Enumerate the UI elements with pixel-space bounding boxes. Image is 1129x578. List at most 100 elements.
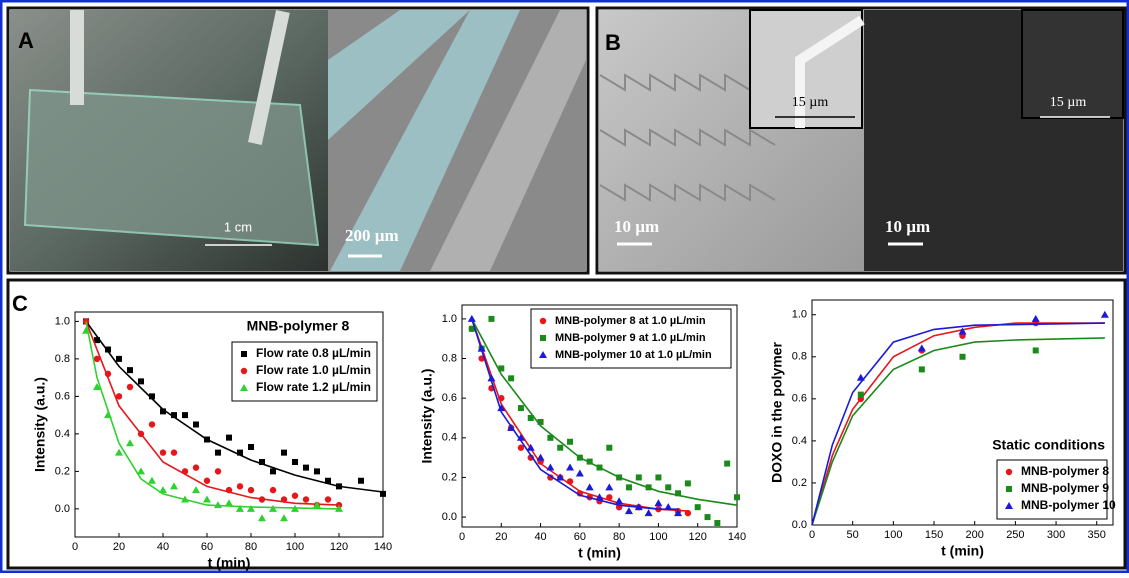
y-tick-label: 0.0 — [442, 511, 457, 523]
x-tick-label: 140 — [374, 541, 392, 553]
data-point — [538, 419, 544, 425]
legend-marker — [540, 335, 546, 341]
y-axis-label: Intensity (a.u.) — [32, 377, 48, 472]
panel-label: A — [18, 28, 34, 53]
data-point — [665, 484, 671, 490]
x-tick-label: 140 — [728, 531, 746, 543]
y-tick-label: 0.0 — [792, 519, 807, 531]
legend-label: MNB-polymer 10 at 1.0 µL/min — [555, 349, 712, 361]
data-point — [248, 487, 254, 493]
data-point — [215, 450, 221, 456]
data-point — [858, 392, 864, 398]
data-point — [138, 431, 144, 437]
x-tick-label: 0 — [459, 531, 465, 543]
legend-label: MNB-polymer 9 — [1021, 481, 1109, 495]
legend-label: MNB-polymer 9 at 1.0 µL/min — [555, 332, 706, 344]
x-tick-label: 80 — [245, 541, 257, 553]
tube — [70, 10, 84, 105]
data-point — [259, 459, 265, 465]
scale-bar-label: 15 µm — [792, 95, 829, 110]
data-point — [204, 478, 210, 484]
data-point — [358, 478, 364, 484]
data-point — [685, 480, 691, 486]
chart-title: MNB-polymer 8 — [247, 318, 350, 334]
x-tick-label: 150 — [925, 529, 943, 541]
data-point — [488, 316, 494, 322]
data-point — [636, 474, 642, 480]
x-tick-label: 350 — [1088, 529, 1106, 541]
data-point — [606, 445, 612, 451]
data-point — [237, 483, 243, 489]
legend-label: Flow rate 0.8 µL/min — [256, 346, 371, 360]
data-point — [127, 384, 133, 390]
y-tick-label: 1.0 — [442, 313, 457, 325]
x-axis-label: t (min) — [941, 543, 984, 559]
y-tick-label: 0.6 — [442, 392, 457, 404]
legend-marker — [540, 318, 546, 324]
data-point — [160, 408, 166, 414]
data-point — [577, 455, 583, 461]
data-point — [336, 483, 342, 489]
x-tick-label: 100 — [884, 529, 902, 541]
panel-label: B — [605, 30, 621, 55]
legend-label: MNB-polymer 10 — [1021, 498, 1116, 512]
x-tick-label: 300 — [1047, 529, 1065, 541]
data-point — [655, 474, 661, 480]
data-point — [597, 465, 603, 471]
data-point — [259, 496, 265, 502]
y-tick-label: 1.0 — [55, 315, 70, 327]
data-point — [226, 487, 232, 493]
chip — [25, 90, 318, 245]
data-point — [270, 487, 276, 493]
data-point — [193, 422, 199, 428]
x-tick-label: 20 — [495, 531, 507, 543]
x-tick-label: 100 — [286, 541, 304, 553]
y-axis-label: Intensity (a.u.) — [419, 369, 435, 464]
x-tick-label: 0 — [809, 529, 815, 541]
data-point — [498, 365, 504, 371]
data-point — [127, 367, 133, 373]
legend-label: Flow rate 1.2 µL/min — [256, 380, 371, 394]
y-tick-label: 0.4 — [55, 428, 70, 440]
data-point — [248, 444, 254, 450]
y-tick-label: 0.8 — [442, 352, 457, 364]
y-tick-label: 0.4 — [792, 435, 807, 447]
data-point — [528, 415, 534, 421]
data-point — [567, 439, 573, 445]
data-point — [714, 520, 720, 526]
data-point — [314, 468, 320, 474]
x-tick-label: 200 — [966, 529, 984, 541]
data-point — [675, 490, 681, 496]
data-point — [237, 450, 243, 456]
y-tick-label: 1.0 — [792, 309, 807, 321]
data-point — [116, 356, 122, 362]
scale-bar-label: 10 µm — [885, 217, 930, 236]
scale-bar-label: 200 µm — [345, 226, 399, 245]
data-point — [557, 445, 563, 451]
data-point — [734, 494, 740, 500]
data-point — [149, 393, 155, 399]
y-tick-label: 0.0 — [55, 503, 70, 515]
legend-marker — [241, 351, 247, 357]
data-point — [303, 496, 309, 502]
data-point — [508, 375, 514, 381]
x-tick-label: 100 — [649, 531, 667, 543]
legend-marker — [1006, 486, 1012, 492]
data-point — [215, 468, 221, 474]
panel-a: A 1 cm 200 µm — [8, 8, 588, 273]
scale-bar-label: 1 cm — [224, 219, 252, 234]
data-point — [705, 514, 711, 520]
data-point — [182, 468, 188, 474]
data-point — [116, 393, 122, 399]
x-tick-label: 0 — [72, 541, 78, 553]
x-tick-label: 20 — [113, 541, 125, 553]
data-point — [292, 493, 298, 499]
data-point — [171, 412, 177, 418]
data-point — [380, 491, 386, 497]
data-point — [303, 465, 309, 471]
figure: A 1 cm 200 µm B 15 µm 15 µm 10 µm 10 µm … — [0, 0, 1129, 573]
data-point — [518, 405, 524, 411]
panel-b: B 15 µm 15 µm 10 µm 10 µm — [597, 8, 1125, 273]
legend-label: MNB-polymer 8 — [1021, 464, 1109, 478]
data-point — [724, 461, 730, 467]
